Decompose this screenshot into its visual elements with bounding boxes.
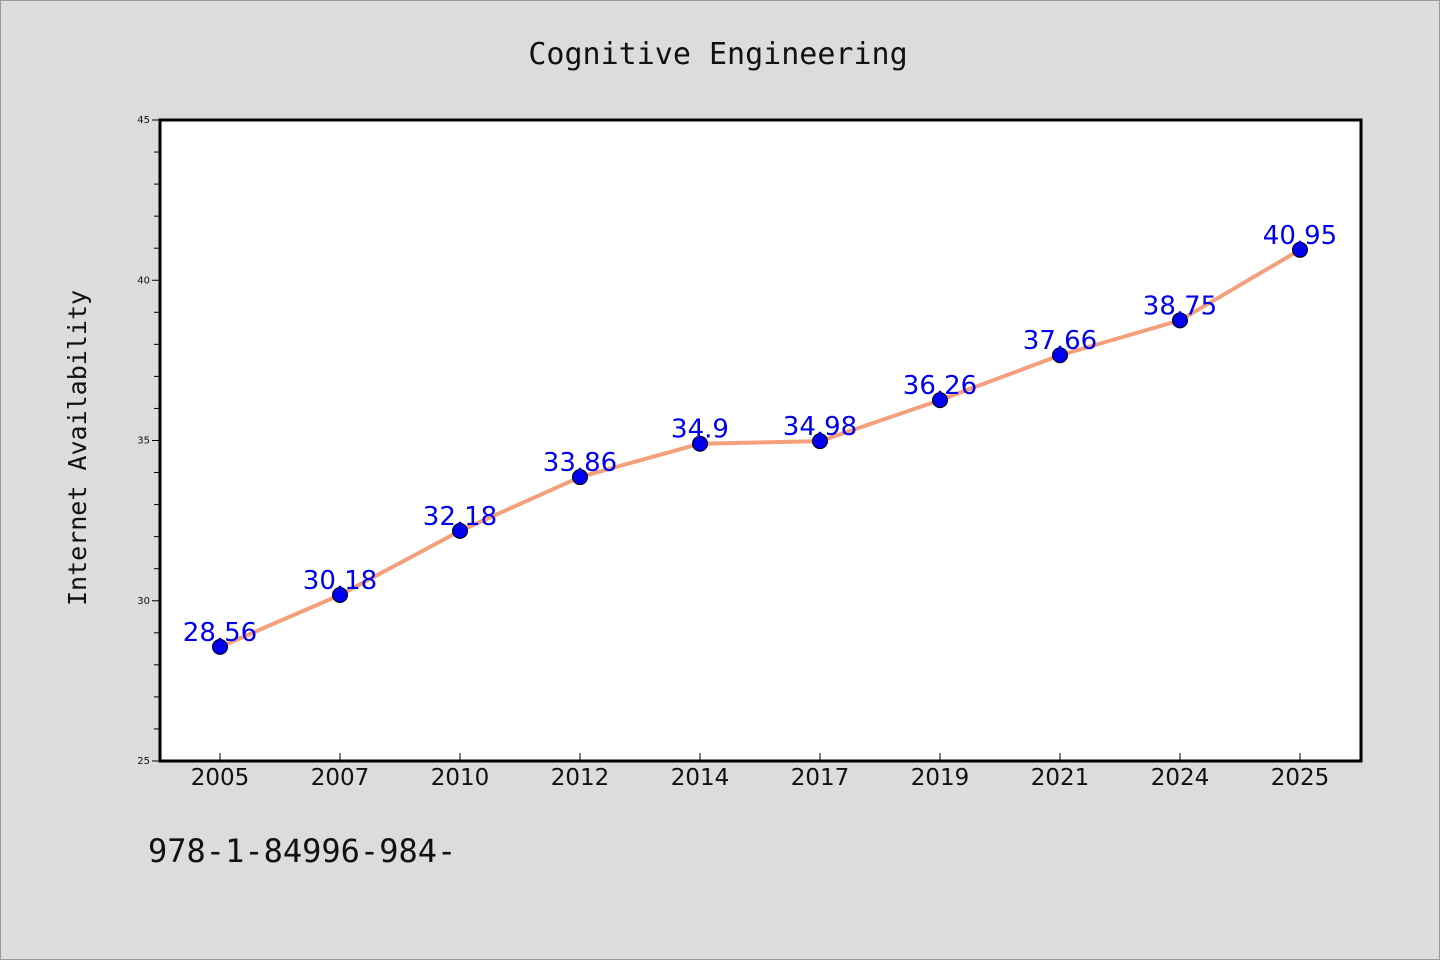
x-tick-label: 2005 xyxy=(191,765,250,791)
data-label: 30.18 xyxy=(303,566,377,596)
data-point xyxy=(692,435,708,452)
x-tick-label: 2014 xyxy=(671,765,730,791)
x-tick-label: 2007 xyxy=(311,765,370,791)
y-tick-label: 40 xyxy=(137,275,150,286)
data-point xyxy=(212,638,228,655)
data-label: 34.98 xyxy=(783,412,857,442)
x-tick-label: 2025 xyxy=(1271,765,1330,791)
y-tick-label: 45 xyxy=(137,115,150,126)
data-label: 33.86 xyxy=(543,448,617,478)
data-point xyxy=(812,433,828,450)
chart-title: Cognitive Engineering xyxy=(528,37,907,72)
x-tick-label: 2021 xyxy=(1031,765,1090,791)
data-label: 36.26 xyxy=(903,371,977,401)
y-tick-label: 35 xyxy=(137,436,150,447)
plot-area xyxy=(158,118,1363,763)
data-point xyxy=(452,522,468,539)
data-point xyxy=(932,392,948,409)
data-label: 37.66 xyxy=(1023,326,1097,356)
data-point xyxy=(1052,347,1068,364)
data-point xyxy=(1292,241,1308,258)
x-tick-label: 2017 xyxy=(791,765,850,791)
x-axis-ticks: 2005 2007 2010 2012 2014 2017 2019 2021 2024 2025 xyxy=(191,753,1330,791)
x-tick-label: 2024 xyxy=(1151,765,1210,791)
data-label: 32.18 xyxy=(423,502,497,532)
data-point xyxy=(1172,312,1188,329)
series-line xyxy=(218,247,1302,649)
footer-code: 978-1-84996-984- xyxy=(148,832,457,870)
data-label: 38.75 xyxy=(1143,291,1217,321)
data-label: 40.95 xyxy=(1263,221,1337,251)
y-axis-label: Internet Availability xyxy=(63,290,92,606)
x-tick-label: 2019 xyxy=(911,765,970,791)
data-series xyxy=(212,241,1308,655)
data-point xyxy=(572,469,588,486)
y-axis-ticks: 25 30 35 40 45 xyxy=(137,115,160,767)
y-tick-label: 30 xyxy=(137,596,150,607)
data-label: 34.9 xyxy=(671,415,729,445)
data-label: 28.56 xyxy=(183,618,257,648)
x-tick-label: 2010 xyxy=(431,765,490,791)
y-tick-label: 25 xyxy=(137,756,150,767)
data-labels: 28.56 30.18 32.18 33.86 34.9 34.98 36.26 37.66 3… xyxy=(183,221,1337,648)
x-tick-label: 2012 xyxy=(551,765,610,791)
data-point xyxy=(332,586,348,603)
